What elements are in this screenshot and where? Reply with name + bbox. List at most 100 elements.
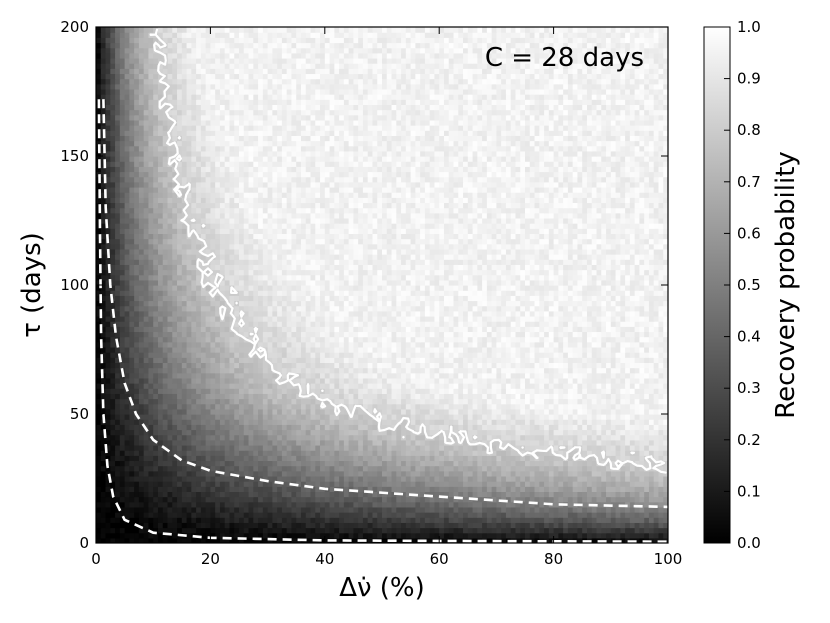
heatmap-cell [486, 517, 493, 523]
heatmap-cell [267, 512, 273, 518]
heatmap-cell [496, 362, 502, 369]
heatmap-cell [415, 450, 421, 456]
heatmap-cell [177, 346, 183, 353]
heatmap-cell [277, 388, 283, 394]
heatmap-cell [539, 444, 545, 451]
heatmap-cell [115, 465, 121, 472]
heatmap-cell [634, 362, 640, 369]
heatmap-cell [262, 326, 269, 333]
heatmap-cell [267, 439, 273, 446]
heatmap-cell [563, 470, 569, 477]
heatmap-cell [367, 398, 374, 405]
heatmap-cell [262, 501, 269, 508]
heatmap-cell [453, 450, 459, 456]
heatmap-cell [539, 455, 545, 462]
heatmap-cell [420, 383, 426, 389]
heatmap-cell [138, 383, 145, 389]
heatmap-cell [458, 367, 464, 374]
heatmap-cell [382, 434, 388, 441]
heatmap-cell [501, 372, 507, 379]
heatmap-cell [353, 393, 359, 400]
heatmap-cell [501, 403, 507, 410]
heatmap-cell [582, 450, 588, 456]
heatmap-cell [258, 537, 264, 543]
heatmap-cell [544, 383, 550, 389]
heatmap-cell [100, 506, 107, 513]
heatmap-cell [486, 388, 493, 394]
heatmap-cell [429, 470, 436, 477]
heatmap-cell [382, 460, 388, 467]
heatmap-cell [100, 517, 107, 523]
heatmap-cell [277, 491, 283, 498]
heatmap-cell [505, 352, 512, 358]
heatmap-cell [544, 496, 550, 503]
heatmap-cell [620, 512, 626, 518]
heatmap-cell [515, 434, 521, 441]
heatmap-cell [210, 429, 216, 436]
heatmap-cell [606, 398, 612, 405]
heatmap-cell [329, 470, 335, 477]
heatmap-cell [410, 341, 416, 348]
heatmap-cell [219, 326, 226, 333]
heatmap-cell [477, 455, 483, 462]
heatmap-cell [124, 460, 130, 467]
heatmap-cell [520, 481, 526, 487]
heatmap-cell [386, 434, 393, 441]
heatmap-cell [601, 491, 607, 498]
heatmap-cell [372, 434, 378, 441]
heatmap-cell [420, 522, 426, 529]
heatmap-cell [625, 424, 631, 431]
heatmap-cell [658, 388, 664, 394]
heatmap-cell [253, 470, 259, 477]
heatmap-cell [291, 424, 297, 431]
heatmap-cell [625, 434, 631, 441]
heatmap-cell [458, 434, 464, 441]
heatmap-cell [591, 377, 598, 384]
heatmap-cell [362, 367, 369, 374]
heatmap-cell [105, 388, 111, 394]
heatmap-cell [272, 444, 278, 451]
heatmap-cell [477, 527, 483, 534]
heatmap-cell [401, 450, 407, 456]
heatmap-cell [115, 429, 121, 436]
heatmap-cell [401, 470, 407, 477]
heatmap-cell [277, 460, 283, 467]
heatmap-cell [157, 424, 164, 431]
heatmap-cell [343, 527, 350, 534]
heatmap-cell [496, 419, 502, 425]
heatmap-cell [129, 481, 135, 487]
heatmap-cell [348, 367, 354, 374]
heatmap-cell [243, 450, 250, 456]
heatmap-cell [520, 496, 526, 503]
heatmap-cell [258, 486, 264, 492]
heatmap-cell [300, 434, 307, 441]
heatmap-cell [463, 439, 469, 446]
heatmap-cell [567, 388, 574, 394]
heatmap-cell [153, 419, 159, 425]
heatmap-cell [162, 455, 169, 462]
heatmap-cell [167, 486, 173, 492]
heatmap-cell [96, 326, 102, 333]
heatmap-cell [586, 367, 593, 374]
heatmap-cell [367, 512, 374, 518]
heatmap-cell [300, 372, 307, 379]
heatmap-cell [286, 383, 293, 389]
heatmap-cell [501, 501, 507, 508]
heatmap-cell [372, 491, 378, 498]
heatmap-cell [205, 393, 211, 400]
heatmap-cell [196, 496, 202, 503]
heatmap-cell [153, 362, 159, 369]
heatmap-cell [305, 465, 312, 472]
heatmap-cell [644, 450, 650, 456]
heatmap-cell [586, 491, 593, 498]
heatmap-cell [653, 475, 660, 482]
heatmap-cell [162, 470, 169, 477]
heatmap-cell [110, 512, 116, 518]
heatmap-cell [281, 481, 288, 487]
heatmap-cell [553, 522, 559, 529]
heatmap-cell [458, 460, 464, 467]
heatmap-cell [644, 388, 650, 394]
heatmap-cell [291, 439, 297, 446]
heatmap-cell [296, 465, 302, 472]
heatmap-cell [286, 336, 293, 343]
